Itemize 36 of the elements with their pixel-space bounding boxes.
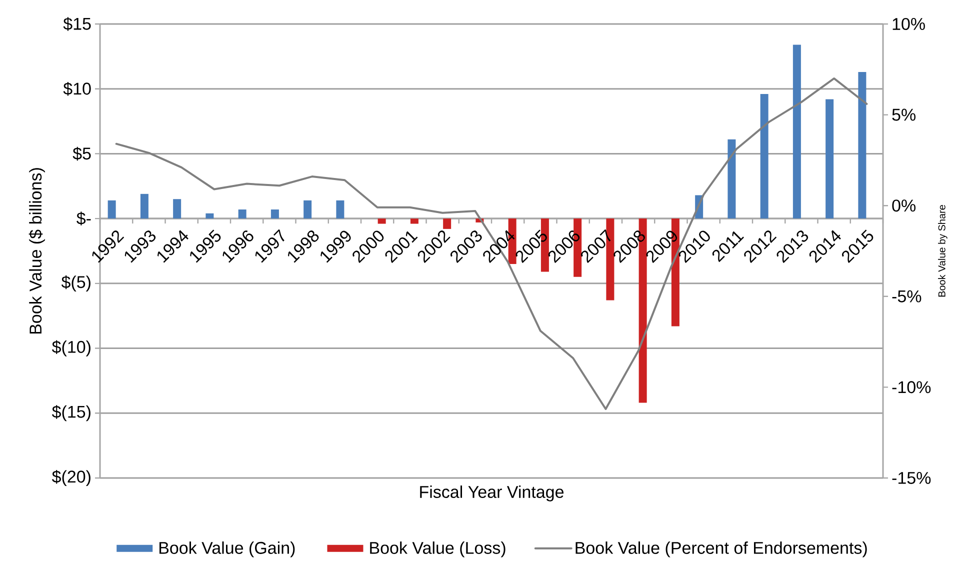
bar [410,218,418,224]
bar [173,199,182,219]
bar [206,213,214,219]
bar [140,194,148,219]
bar [858,72,866,219]
bar [826,99,834,219]
bar [378,218,386,224]
y2-tick-label: 5% [892,108,916,121]
x-axis-title: Fiscal Year Vintage [420,486,564,502]
bar [728,139,736,219]
bar [443,218,452,229]
legend-label: Book Value (Loss) [370,541,506,558]
bar [108,200,116,219]
y-tick-label: $(15) [52,405,90,422]
y2-tick-label: -10% [892,381,931,394]
y2-tick-label: 0% [892,200,916,212]
y-tick-label: $(20) [52,470,90,486]
bar [760,94,768,219]
bar [336,200,344,219]
y-tick-label: $15 [63,17,91,31]
bar [304,200,312,219]
bar [792,44,801,219]
y-tick-label: $10 [63,82,91,96]
y-axis-title: Book Value ($ billions) [28,168,45,334]
y2-tick-label: 10% [892,18,925,30]
y2-tick-label: -15% [892,472,931,484]
y-tick-label: $(10) [52,340,90,356]
legend-label: Book Value (Percent of Endorsements) [576,541,867,558]
y-tick-label: $(5) [61,275,90,292]
bar [238,209,246,219]
y2-tick-label: -5% [892,290,922,302]
y2-axis-title: Book Value by Share [938,205,948,297]
bar [270,209,279,219]
legend-label: Book Value (Gain) [159,541,295,558]
y-tick-label: $- [76,212,91,226]
y-tick-label: $5 [72,146,91,161]
